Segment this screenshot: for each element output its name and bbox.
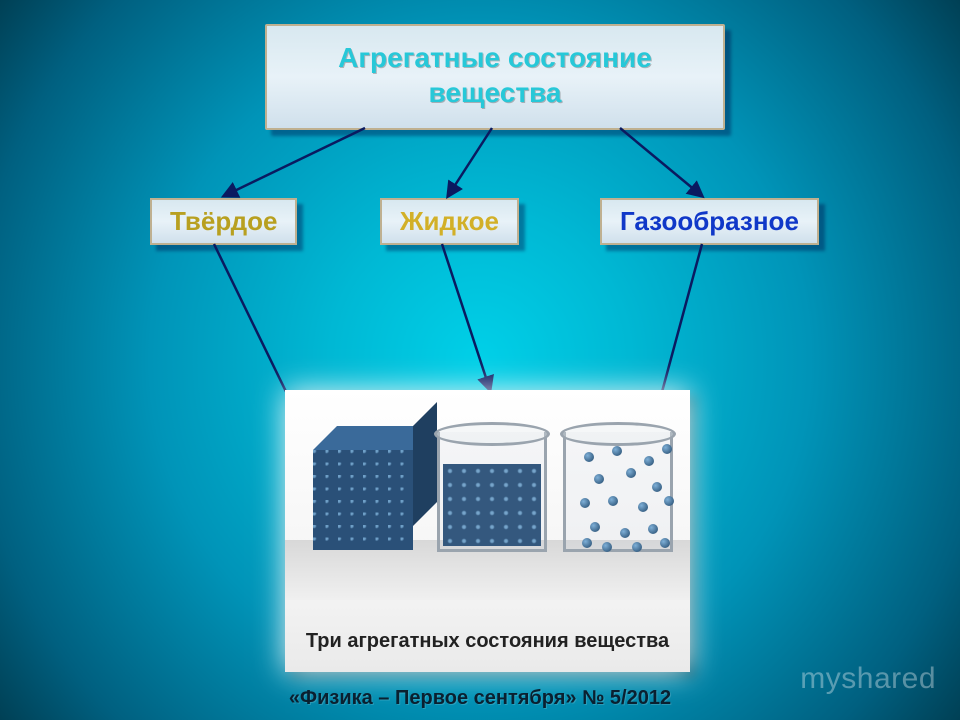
liquid-beaker [437, 432, 547, 552]
footer-citation: «Физика – Первое сентября» № 5/2012 [0, 687, 960, 710]
state-label-gas: Газообразное [620, 206, 799, 236]
slide: Агрегатные состояние вещества Твёрдое Жи… [0, 0, 960, 720]
gas-beaker [563, 432, 673, 552]
state-box-gas: Газообразное [600, 198, 819, 245]
state-box-solid: Твёрдое [150, 198, 297, 245]
illustration-caption: Три агрегатных состояния вещества [285, 629, 690, 654]
state-label-solid: Твёрдое [170, 206, 277, 236]
title-text: Агрегатные состояние вещества [277, 40, 713, 110]
gas-particles [572, 438, 664, 543]
title-box: Агрегатные состояние вещества [265, 24, 725, 130]
state-label-liquid: Жидкое [400, 206, 499, 236]
liquid-fill [443, 464, 541, 546]
states-illustration: Три агрегатных состояния вещества [285, 390, 690, 672]
solid-cube [313, 450, 413, 550]
state-box-liquid: Жидкое [380, 198, 519, 245]
